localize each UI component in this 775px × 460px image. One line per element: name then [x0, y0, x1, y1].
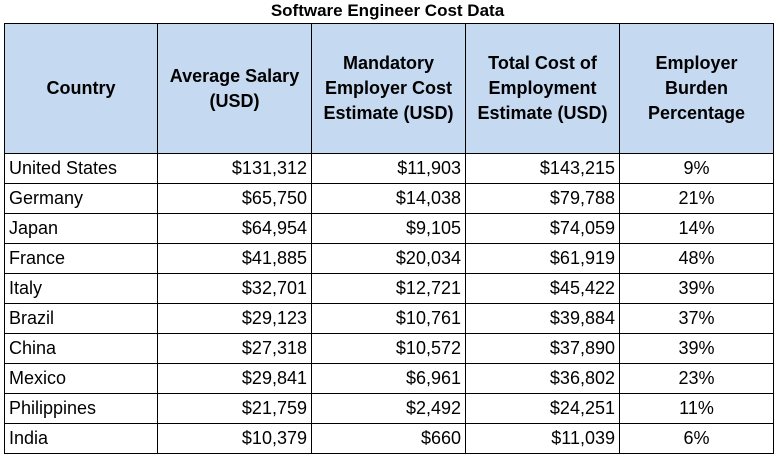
cell-total-cost: $79,788: [465, 183, 620, 214]
cell-country: Philippines: [4, 393, 158, 424]
cell-mandatory-cost: $20,034: [311, 243, 466, 274]
table-row: Brazil $29,123 $10,761 $39,884 37%: [4, 303, 774, 334]
cell-salary: $21,759: [157, 393, 312, 424]
table-row: Philippines $21,759 $2,492 $24,251 11%: [4, 393, 774, 424]
cell-country: Brazil: [4, 303, 158, 334]
table-row: Italy $32,701 $12,721 $45,422 39%: [4, 273, 774, 304]
cell-burden: 21%: [619, 183, 774, 214]
table-title: Software Engineer Cost Data: [270, 1, 505, 20]
cell-burden: 48%: [619, 243, 774, 274]
cell-country: Japan: [4, 213, 158, 244]
cell-mandatory-cost: $660: [311, 423, 466, 454]
cell-total-cost: $36,802: [465, 363, 620, 394]
table-row: Mexico $29,841 $6,961 $36,802 23%: [4, 363, 774, 394]
cost-data-table: Country Average Salary (USD) Mandatory E…: [4, 23, 774, 454]
cell-total-cost: $143,215: [465, 153, 620, 184]
cell-mandatory-cost: $9,105: [311, 213, 466, 244]
table-row: Japan $64,954 $9,105 $74,059 14%: [4, 213, 774, 244]
table-row: China $27,318 $10,572 $37,890 39%: [4, 333, 774, 364]
cell-country: Germany: [4, 183, 158, 214]
header-total-cost-of-employment: Total Cost of Employment Estimate (USD): [465, 23, 620, 154]
table-row: India $10,379 $660 $11,039 6%: [4, 423, 774, 454]
table-row: France $41,885 $20,034 $61,919 48%: [4, 243, 774, 274]
cell-total-cost: $45,422: [465, 273, 620, 304]
cell-salary: $29,841: [157, 363, 312, 394]
cell-salary: $64,954: [157, 213, 312, 244]
cell-salary: $41,885: [157, 243, 312, 274]
cell-salary: $29,123: [157, 303, 312, 334]
cell-total-cost: $39,884: [465, 303, 620, 334]
cell-country: France: [4, 243, 158, 274]
header-row: Country Average Salary (USD) Mandatory E…: [4, 23, 774, 154]
cell-salary: $65,750: [157, 183, 312, 214]
cell-mandatory-cost: $14,038: [311, 183, 466, 214]
cell-country: Mexico: [4, 363, 158, 394]
cell-country: India: [4, 423, 158, 454]
cell-country: United States: [4, 153, 158, 184]
cell-burden: 11%: [619, 393, 774, 424]
table-row: Germany $65,750 $14,038 $79,788 21%: [4, 183, 774, 214]
cell-country: China: [4, 333, 158, 364]
cell-salary: $27,318: [157, 333, 312, 364]
cell-total-cost: $74,059: [465, 213, 620, 244]
cell-salary: $131,312: [157, 153, 312, 184]
header-country: Country: [4, 23, 158, 154]
cell-mandatory-cost: $10,572: [311, 333, 466, 364]
cell-total-cost: $11,039: [465, 423, 620, 454]
cell-mandatory-cost: $2,492: [311, 393, 466, 424]
cell-burden: 39%: [619, 333, 774, 364]
cell-country: Italy: [4, 273, 158, 304]
cell-burden: 9%: [619, 153, 774, 184]
cell-mandatory-cost: $11,903: [311, 153, 466, 184]
cell-total-cost: $37,890: [465, 333, 620, 364]
cell-total-cost: $24,251: [465, 393, 620, 424]
cell-salary: $10,379: [157, 423, 312, 454]
header-average-salary: Average Salary (USD): [157, 23, 312, 154]
cell-burden: 6%: [619, 423, 774, 454]
cell-burden: 39%: [619, 273, 774, 304]
table-row: United States $131,312 $11,903 $143,215 …: [4, 153, 774, 184]
cell-burden: 23%: [619, 363, 774, 394]
cell-total-cost: $61,919: [465, 243, 620, 274]
cell-burden: 37%: [619, 303, 774, 334]
header-employer-burden-percentage: Employer Burden Percentage: [619, 23, 774, 154]
cell-mandatory-cost: $12,721: [311, 273, 466, 304]
cell-mandatory-cost: $6,961: [311, 363, 466, 394]
cell-burden: 14%: [619, 213, 774, 244]
cell-salary: $32,701: [157, 273, 312, 304]
cell-mandatory-cost: $10,761: [311, 303, 466, 334]
header-mandatory-employer-cost: Mandatory Employer Cost Estimate (USD): [311, 23, 466, 154]
